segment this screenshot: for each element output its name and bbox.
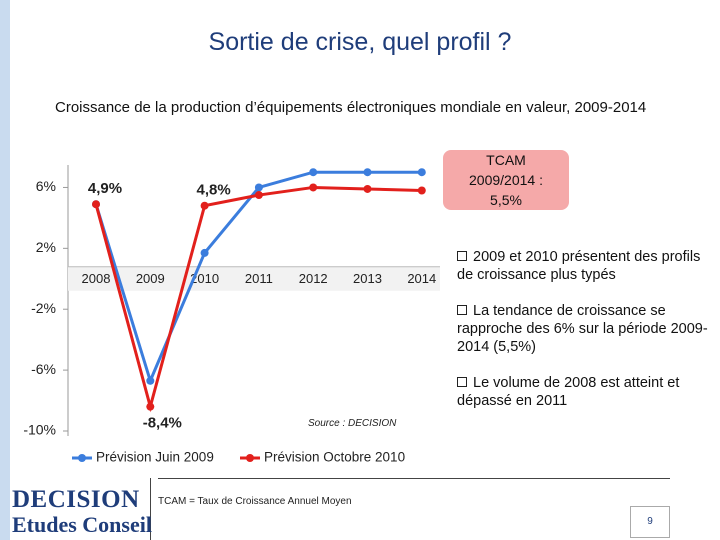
x-tick-label: 2010 <box>190 271 219 286</box>
logo-top: DECISION <box>12 486 140 513</box>
bullet-text: Le volume de 2008 est atteint et dépassé… <box>457 375 680 409</box>
divider <box>150 478 151 540</box>
footnote: TCAM = Taux de Croissance Annuel Moyen <box>158 496 352 507</box>
point <box>200 201 209 210</box>
callout-line: 5,5% <box>490 192 522 208</box>
legend-marker <box>246 454 254 462</box>
x-tick-label: 2012 <box>299 271 328 286</box>
point <box>254 191 263 200</box>
logo-bottom: Etudes Conseil <box>12 512 152 537</box>
point <box>92 200 100 209</box>
point <box>363 168 372 177</box>
bullet-text: La tendance de croissance se rapproche d… <box>457 303 708 355</box>
y-tick-label: -6% <box>31 361 56 377</box>
callout: TCAM 2009/2014 : 5,5% <box>443 150 569 210</box>
bullet-icon <box>457 251 467 261</box>
point <box>363 184 372 193</box>
legend-label: Prévision Octobre 2010 <box>264 450 405 465</box>
point <box>309 183 318 192</box>
data-label: 4,8% <box>196 182 230 199</box>
bullet: Le volume de 2008 est atteint et dépassé… <box>457 374 712 410</box>
point <box>200 248 209 257</box>
category-band <box>68 266 440 291</box>
x-tick-label: 2013 <box>353 271 382 286</box>
series-line <box>94 185 422 413</box>
x-tick-label: 2011 <box>245 271 273 286</box>
x-tick-label: 2009 <box>136 271 165 286</box>
divider <box>158 478 670 479</box>
data-label: -8,4% <box>143 415 182 432</box>
bullet: La tendance de croissance se rapproche d… <box>457 302 712 356</box>
data-label: 4,9% <box>88 180 122 197</box>
x-tick-label: 2008 <box>82 271 111 286</box>
x-tick-label: 2014 <box>407 271 436 286</box>
point <box>417 168 426 177</box>
side-bar <box>0 0 10 540</box>
bullet: 2009 et 2010 présentent des profils de c… <box>457 248 712 284</box>
legend-label: Prévision Juin 2009 <box>96 450 214 465</box>
y-tick-label: -2% <box>31 300 56 316</box>
bullet-icon <box>457 305 467 315</box>
y-tick-label: 6% <box>36 178 56 194</box>
subtitle: Croissance de la production d’équipement… <box>55 99 647 116</box>
slide-title: Sortie de crise, quel profil ? <box>208 28 512 56</box>
legend-marker <box>78 454 86 462</box>
callout-line: 2009/2014 : <box>469 172 543 188</box>
point <box>146 402 155 411</box>
point <box>146 376 155 385</box>
point <box>417 186 426 195</box>
y-tick-label: -10% <box>23 422 56 438</box>
point <box>309 168 318 177</box>
source: Source : DECISION <box>308 418 397 429</box>
point <box>254 183 263 192</box>
bullet-text: 2009 et 2010 présentent des profils de c… <box>457 249 701 283</box>
bullet-icon <box>457 377 467 387</box>
y-tick-label: 2% <box>36 239 56 255</box>
callout-line: TCAM <box>486 152 526 168</box>
page-number: 9 <box>630 506 670 538</box>
